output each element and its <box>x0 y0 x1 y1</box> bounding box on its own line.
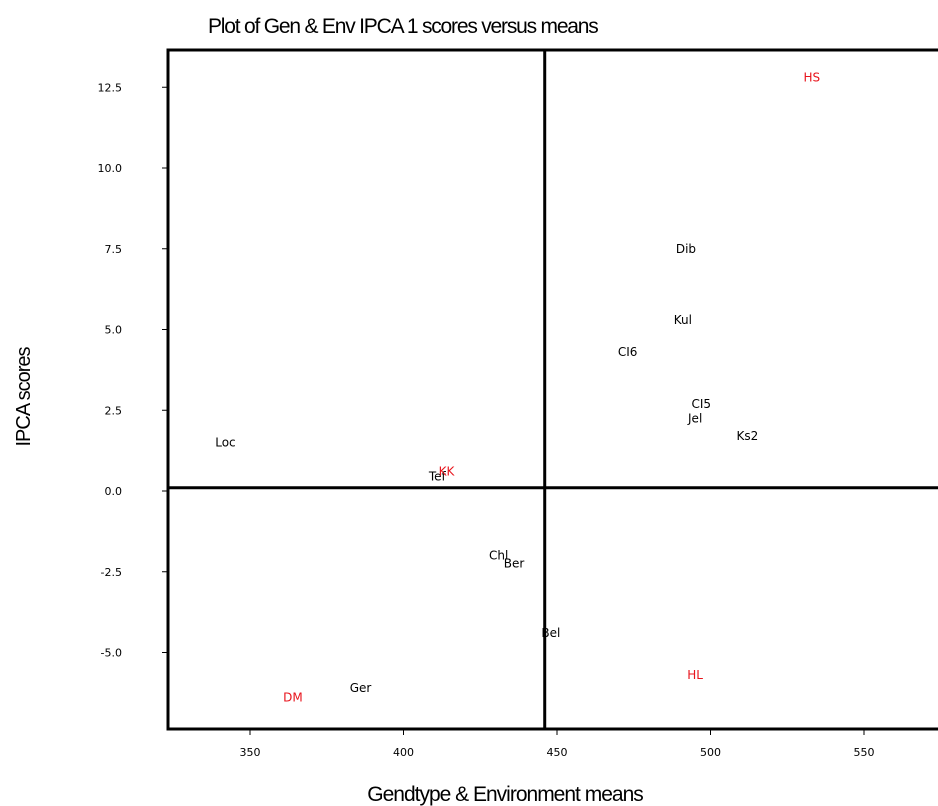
plot-frame <box>166 48 938 731</box>
genotype-point-jel: Jel <box>687 411 702 425</box>
genotype-point-bel: Bel <box>541 626 560 640</box>
y-tick-label: 0.0 <box>105 485 123 498</box>
y-tick-labels: 12.5 10.0 7.5 5.0 2.5 0.0 -2.5 -5.0 <box>98 81 168 660</box>
environment-point-dm: DM <box>283 691 303 705</box>
y-tick-label: -2.5 <box>101 566 122 579</box>
x-tick-label: 350 <box>240 746 261 759</box>
genotype-point-chl: Chl <box>489 549 508 563</box>
genotype-point-ks2: Ks2 <box>736 429 758 443</box>
y-tick-label: 12.5 <box>98 81 123 94</box>
x-tick-label: 500 <box>700 746 721 759</box>
x-tick-labels: 350 400 450 500 550 <box>240 729 875 759</box>
y-tick-label: 10.0 <box>98 162 123 175</box>
environment-point-hs: HS <box>803 71 820 85</box>
y-tick-label: 7.5 <box>105 243 123 256</box>
y-tick-label: 5.0 <box>105 324 123 337</box>
chart-title: Plot of Gen & Env IPCA 1 scores versus m… <box>208 15 598 38</box>
x-tick-label: 550 <box>854 746 875 759</box>
genotype-point-tef: Tef <box>428 469 447 483</box>
y-tick-label: -5.0 <box>101 647 122 660</box>
x-axis-label: Gendtype & Environment means <box>367 783 643 806</box>
x-tick-label: 450 <box>547 746 568 759</box>
y-tick-label: 2.5 <box>105 404 123 417</box>
y-axis-label: IPCA scores <box>13 346 35 446</box>
genotype-point-ci6: CI6 <box>618 345 638 359</box>
genotype-point-kul: Kul <box>674 313 692 327</box>
plot-border <box>166 48 938 731</box>
genotype-point-ber: Ber <box>504 557 525 571</box>
genotype-point-ci5: CI5 <box>692 397 712 411</box>
genotype-point-ger: Ger <box>350 681 372 695</box>
environment-point-hl: HL <box>687 668 703 682</box>
genotype-point-loc: Loc <box>215 436 235 450</box>
x-tick-label: 400 <box>393 746 414 759</box>
genotype-point-dib: Dib <box>676 242 696 256</box>
reference-lines <box>168 50 938 729</box>
environment-point-kk: KK <box>439 465 456 479</box>
